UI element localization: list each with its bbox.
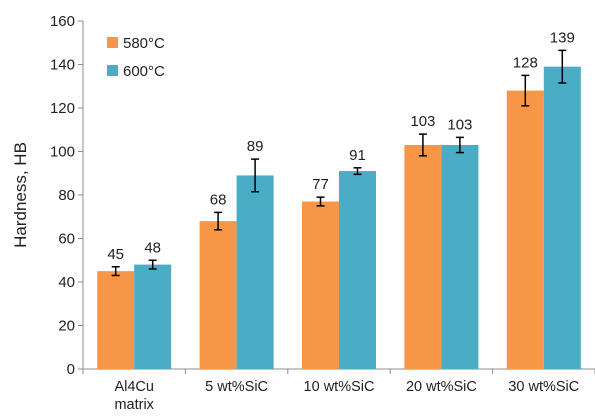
legend-swatch	[107, 37, 118, 48]
data-label: 139	[550, 29, 575, 46]
error-bar	[251, 158, 260, 193]
bar	[506, 90, 544, 369]
data-label: 45	[107, 246, 124, 263]
error-bar	[148, 259, 157, 270]
legend: 580°C 600°C	[107, 35, 165, 80]
y-tick-label: 120	[50, 100, 75, 117]
error-bar	[455, 136, 464, 154]
legend-label: 580°C	[123, 35, 165, 52]
error-bar	[316, 196, 325, 207]
data-label: 91	[349, 147, 366, 164]
y-tick-label: 60	[58, 231, 75, 248]
bar	[236, 175, 274, 369]
data-label: 48	[144, 239, 161, 256]
y-tick-label: 140	[50, 57, 75, 74]
bar	[97, 271, 135, 369]
plot-area: 0 20 40 60 80 100 120 140 160 45 48 Al4Cu matrix 68 89…	[50, 13, 595, 413]
y-tick-label: 0	[67, 361, 75, 378]
y-tick-label: 40	[58, 274, 75, 291]
bar	[339, 171, 376, 369]
bar	[441, 144, 479, 369]
y-tick-label: 160	[50, 13, 75, 30]
x-category-label: 30 wt%SiC	[508, 379, 579, 395]
x-category-label: matrix	[114, 397, 154, 413]
legend-label: 600°C	[123, 63, 165, 80]
x-category-label: 5 wt%SiC	[205, 379, 268, 395]
error-bar	[521, 74, 530, 107]
data-label: 128	[513, 54, 538, 71]
y-axis-title: Hardness, HB	[11, 142, 30, 248]
error-bar	[418, 133, 427, 157]
error-bar	[353, 167, 362, 176]
bar	[543, 66, 581, 370]
data-label: 77	[312, 176, 329, 193]
data-label: 103	[410, 113, 435, 130]
x-category-label: Al4Cu	[114, 379, 154, 395]
data-label: 89	[247, 138, 264, 155]
x-category-label: 20 wt%SiC	[406, 379, 477, 395]
y-tick-label: 80	[58, 187, 75, 204]
y-tick-label: 100	[50, 144, 75, 161]
x-category-label: 10 wt%SiC	[304, 379, 375, 395]
bar	[302, 201, 339, 369]
error-bar	[558, 49, 567, 84]
legend-swatch	[107, 65, 118, 76]
bar	[134, 264, 172, 369]
error-bar	[214, 211, 223, 231]
data-label: 68	[210, 191, 227, 208]
data-label: 103	[447, 116, 472, 133]
error-bar	[111, 266, 120, 277]
bar	[199, 221, 237, 369]
y-tick-label: 20	[58, 318, 75, 335]
bar	[404, 144, 442, 369]
